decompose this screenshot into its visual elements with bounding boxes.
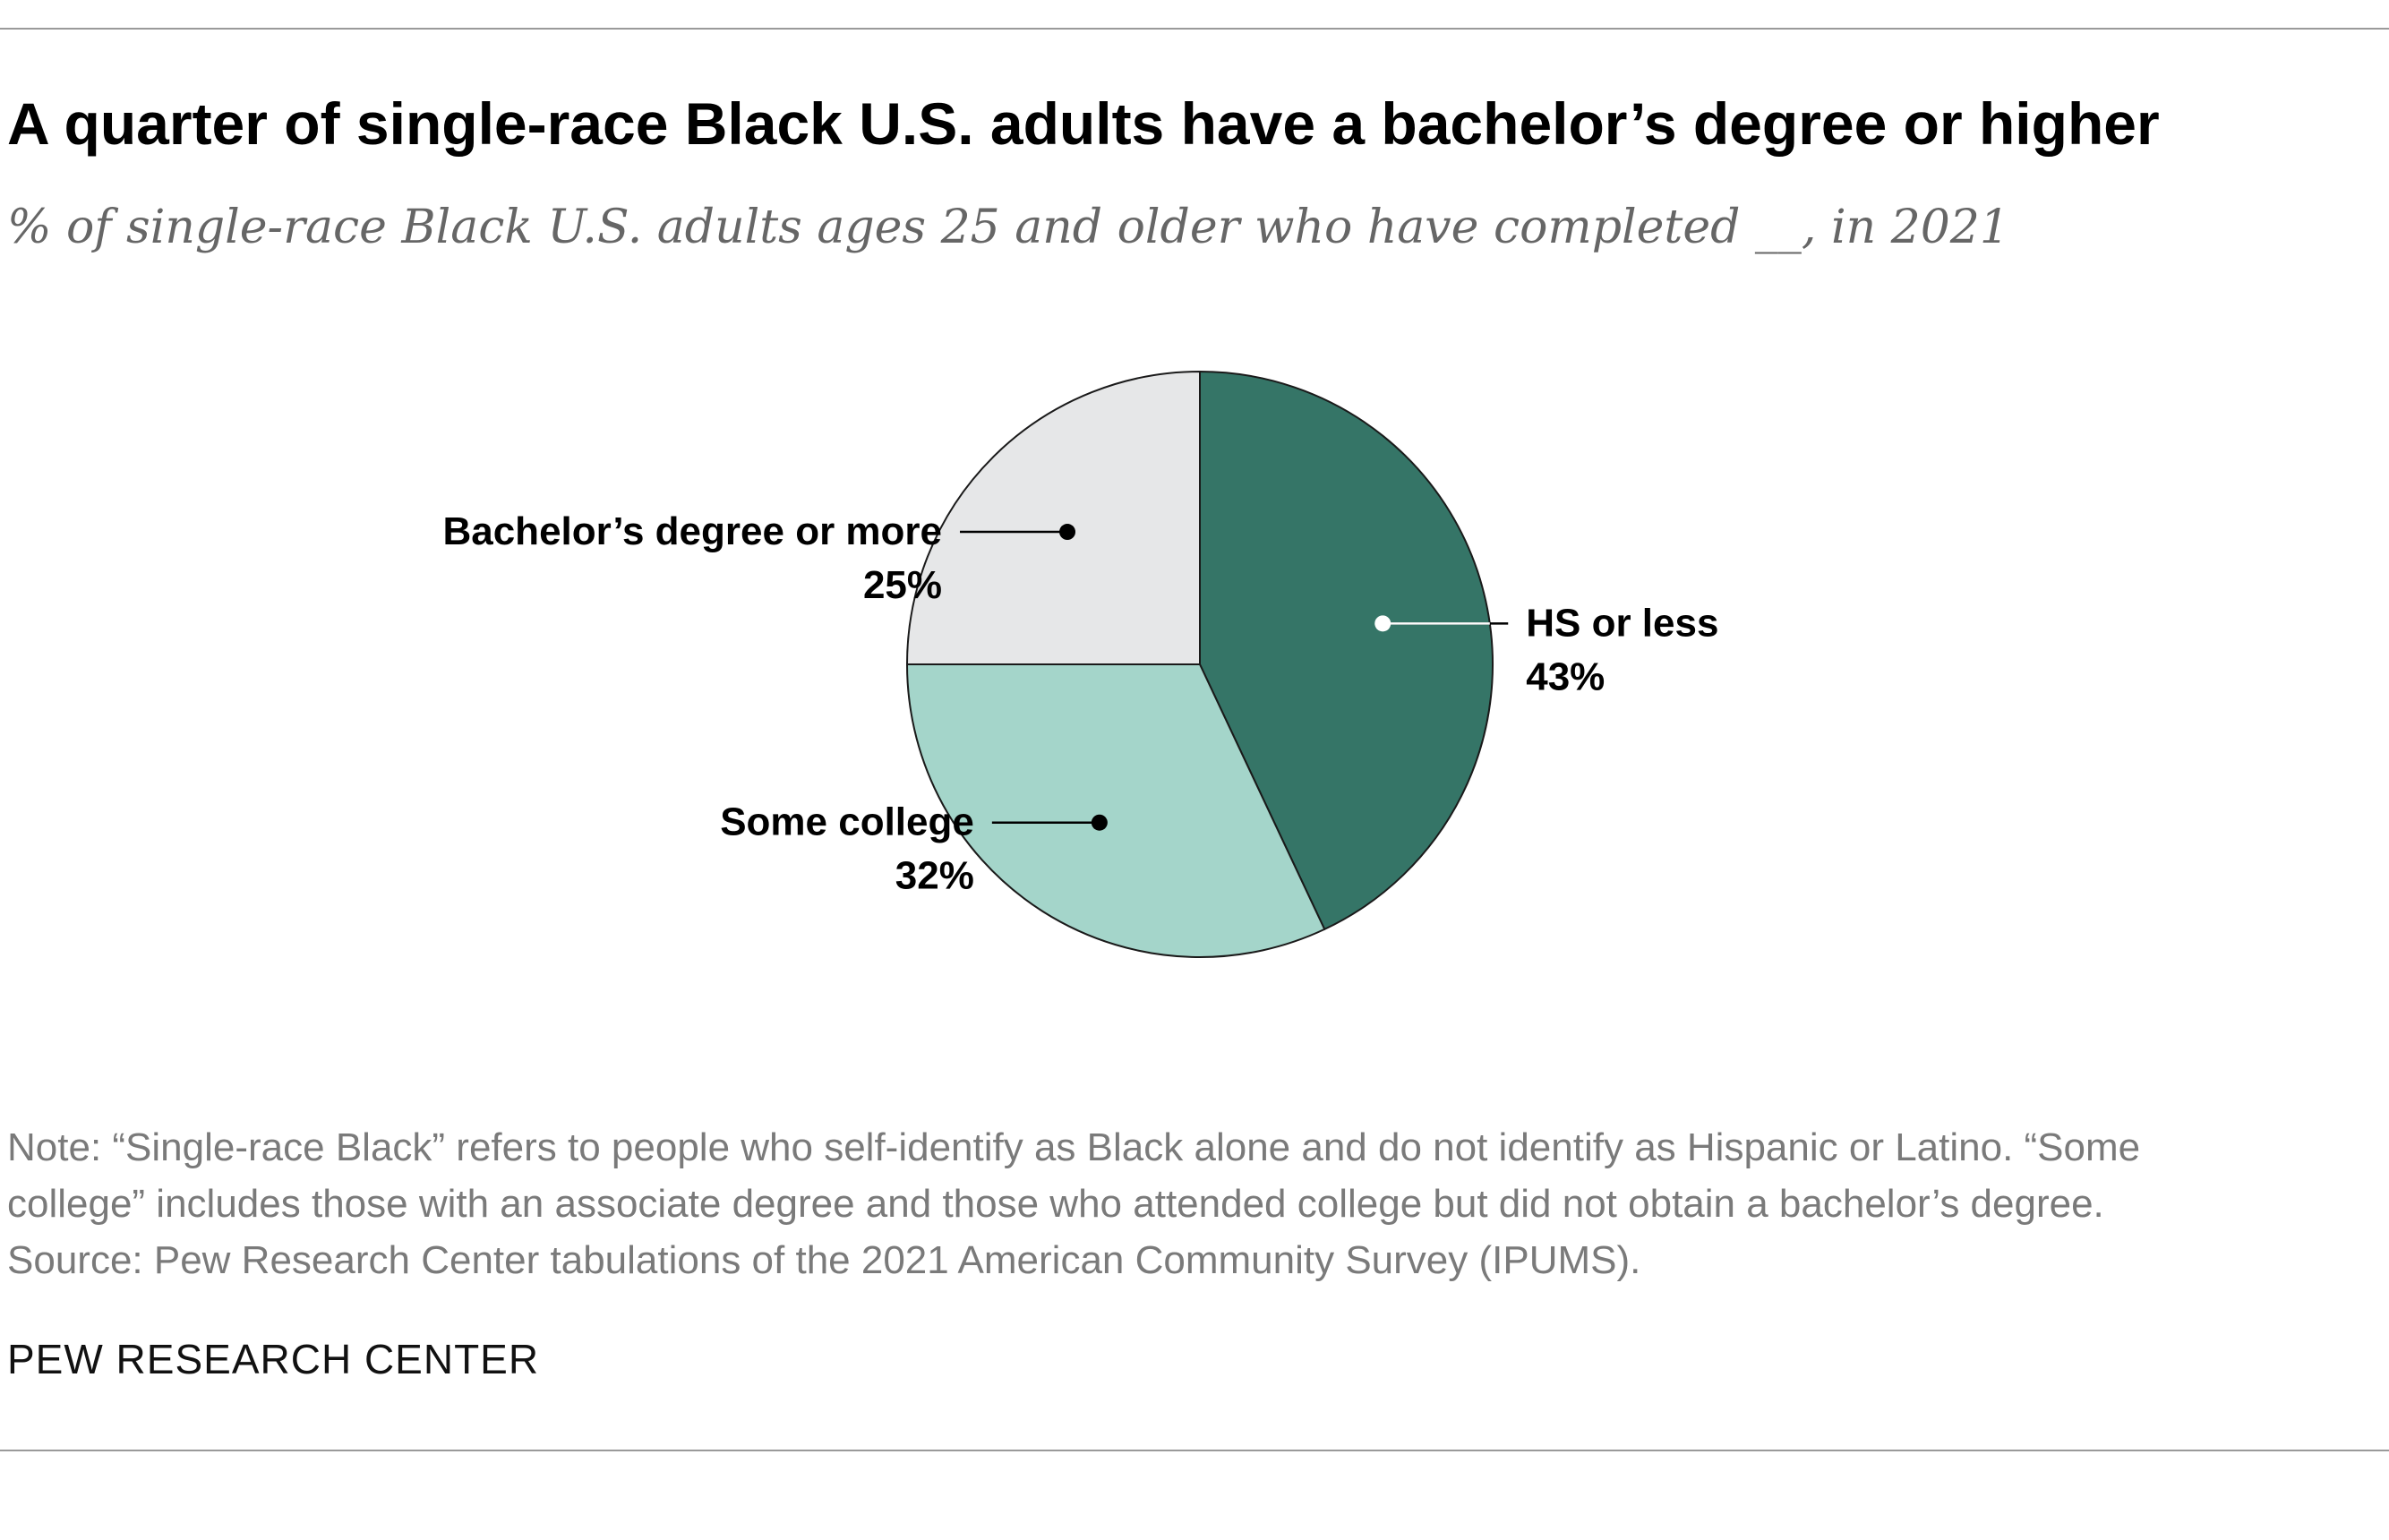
bottom-rule (0, 1450, 2389, 1451)
pie-slice-bachelor-s-degree-or-more (906, 371, 1201, 665)
leader-dot-hs-or-less (1374, 615, 1391, 632)
slice-label-bachelor-s-degree-or-more: Bachelor’s degree or more (442, 509, 942, 553)
note-line-2: college” includes those with an associat… (7, 1182, 2104, 1226)
chart-note: Note: “Single-race Black” refers to peop… (7, 1119, 2371, 1288)
slice-value-some-college: 32% (895, 854, 974, 898)
note-line-1: Note: “Single-race Black” refers to peop… (7, 1125, 2141, 1169)
brand-logo-text: PEW RESEARCH CENTER (7, 1336, 540, 1382)
slice-value-hs-or-less: 43% (1526, 654, 1605, 698)
source-line: Source: Pew Research Center tabulations … (7, 1238, 1641, 1282)
leader-dot-bachelor-s-degree-or-more (1059, 524, 1076, 541)
pie-slice-hs-or-less (1199, 371, 1494, 930)
pie-slice-some-college (906, 663, 1326, 958)
top-rule (0, 28, 2389, 30)
slice-value-bachelor-s-degree-or-more: 25% (863, 563, 942, 607)
slice-label-hs-or-less: HS or less (1526, 601, 1718, 645)
pie-chart: HS or less 43% Some college 32% Bachelor’s d… (442, 371, 1718, 958)
slice-label-some-college: Some college (720, 800, 974, 844)
chart-title: A quarter of single-race Black U.S. adul… (7, 90, 2160, 157)
chart-subtitle: % of single-race Black U.S. adults ages … (7, 201, 2009, 254)
leader-dot-some-college (1091, 814, 1108, 831)
